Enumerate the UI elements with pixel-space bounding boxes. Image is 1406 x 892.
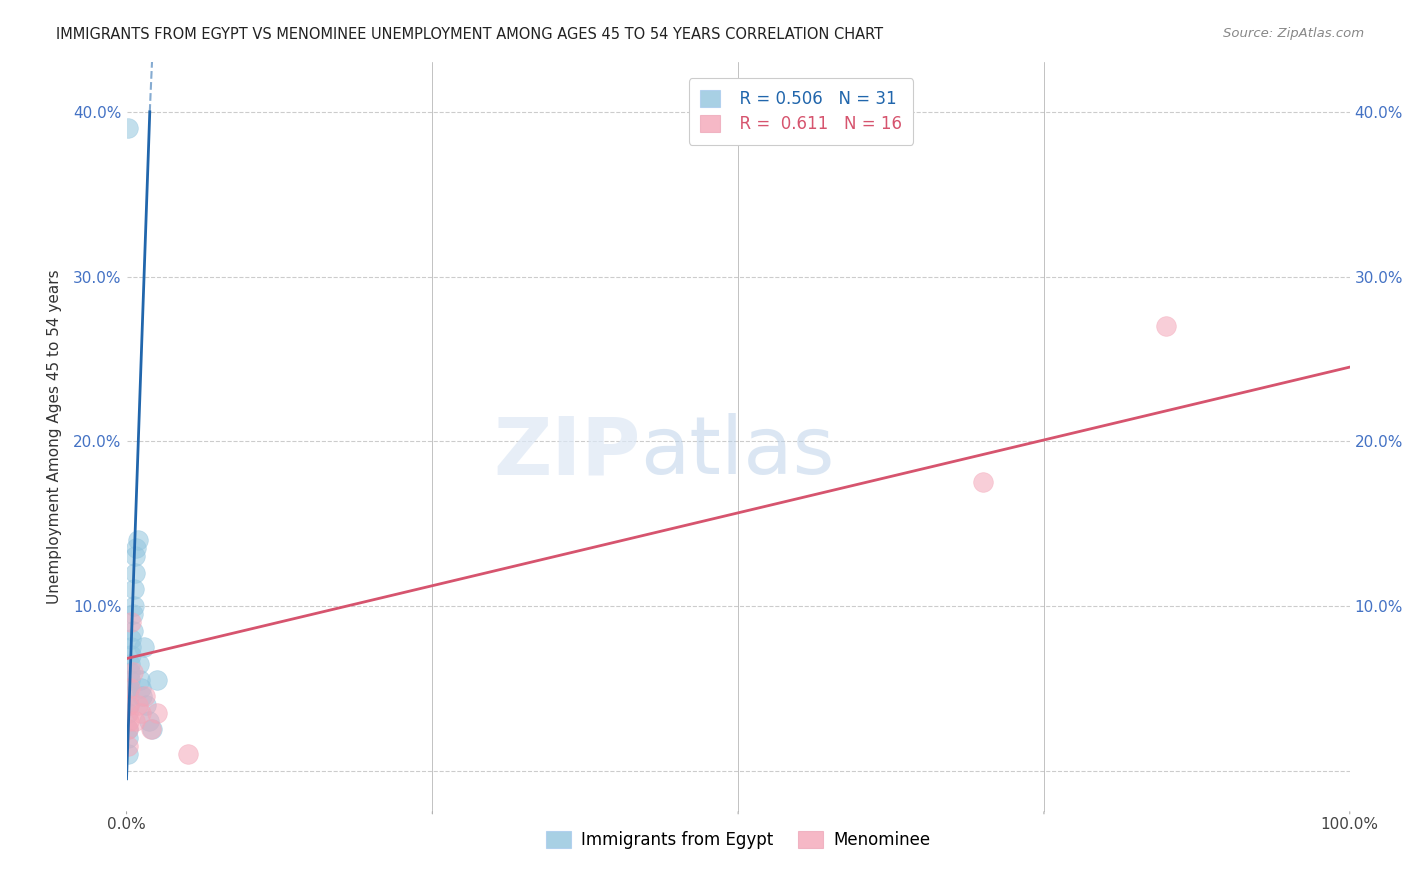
Y-axis label: Unemployment Among Ages 45 to 54 years: Unemployment Among Ages 45 to 54 years bbox=[46, 269, 62, 605]
Point bbox=[120, 615, 142, 630]
Point bbox=[131, 690, 153, 704]
Point bbox=[118, 690, 141, 704]
Point bbox=[134, 690, 156, 704]
Point bbox=[128, 657, 150, 671]
Point bbox=[121, 665, 143, 679]
Point bbox=[135, 698, 157, 712]
Point bbox=[118, 714, 141, 728]
Point bbox=[118, 698, 141, 712]
Point bbox=[117, 706, 139, 720]
Point bbox=[122, 582, 145, 597]
Point bbox=[122, 599, 145, 613]
Point bbox=[117, 739, 139, 753]
Point bbox=[127, 533, 149, 547]
Point bbox=[120, 673, 142, 687]
Point bbox=[127, 698, 149, 712]
Point bbox=[117, 731, 139, 745]
Point bbox=[141, 723, 163, 737]
Point bbox=[972, 475, 994, 490]
Point bbox=[120, 681, 142, 696]
Point bbox=[125, 541, 148, 556]
Point bbox=[117, 723, 139, 737]
Point bbox=[146, 706, 169, 720]
Point bbox=[118, 681, 141, 696]
Point bbox=[138, 714, 160, 728]
Point bbox=[120, 648, 142, 663]
Point bbox=[120, 657, 142, 671]
Point bbox=[120, 640, 142, 654]
Point bbox=[121, 624, 143, 638]
Point bbox=[1156, 318, 1178, 333]
Point bbox=[139, 723, 162, 737]
Point bbox=[121, 607, 143, 621]
Text: IMMIGRANTS FROM EGYPT VS MENOMINEE UNEMPLOYMENT AMONG AGES 45 TO 54 YEARS CORREL: IMMIGRANTS FROM EGYPT VS MENOMINEE UNEMP… bbox=[56, 27, 883, 42]
Point bbox=[117, 723, 139, 737]
Point bbox=[132, 640, 155, 654]
Point bbox=[177, 747, 200, 761]
Point bbox=[117, 747, 139, 761]
Point bbox=[129, 706, 152, 720]
Point bbox=[124, 566, 146, 580]
Point bbox=[124, 714, 146, 728]
Point bbox=[120, 632, 142, 646]
Point bbox=[146, 673, 169, 687]
Text: ZIP: ZIP bbox=[494, 413, 640, 491]
Point bbox=[129, 681, 152, 696]
Text: Source: ZipAtlas.com: Source: ZipAtlas.com bbox=[1223, 27, 1364, 40]
Point bbox=[118, 698, 141, 712]
Legend: Immigrants from Egypt, Menominee: Immigrants from Egypt, Menominee bbox=[540, 824, 936, 855]
Text: atlas: atlas bbox=[640, 413, 835, 491]
Point bbox=[120, 665, 142, 679]
Point bbox=[124, 549, 146, 564]
Point bbox=[129, 673, 152, 687]
Point bbox=[117, 121, 139, 136]
